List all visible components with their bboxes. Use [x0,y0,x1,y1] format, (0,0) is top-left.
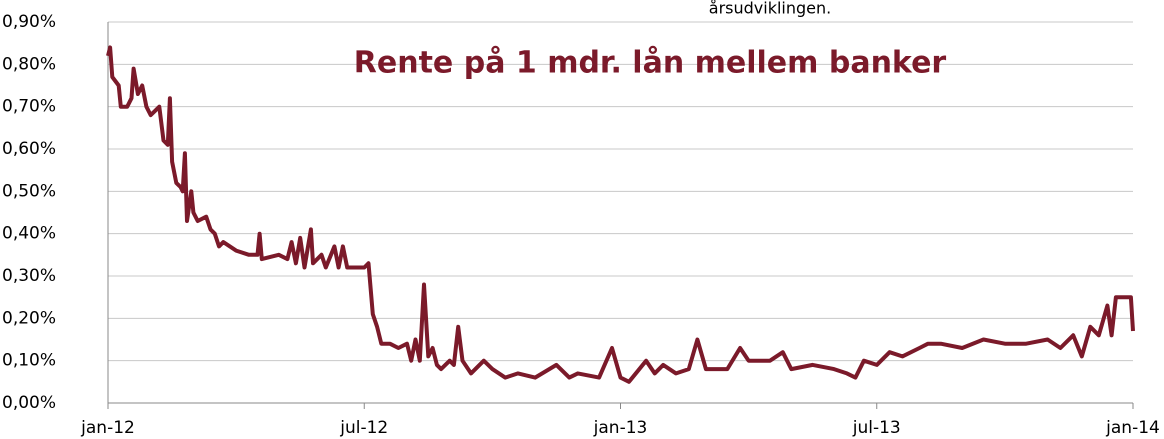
x-tick-label: jul-12 [339,418,388,438]
y-tick-label: 0,90% [2,12,56,32]
y-tick-label: 0,50% [2,181,56,201]
y-tick-label: 0,60% [2,139,56,159]
y-tick-label: 0,80% [2,54,56,74]
annotation: årsudviklingen. [709,0,831,18]
x-tick-label: jan-14 [1105,418,1160,438]
y-tick-label: 0,30% [2,266,56,286]
y-tick-label: 0,00% [2,393,56,413]
x-tick-label: jan-12 [80,418,135,438]
line-series [106,45,1135,384]
y-tick-label: 0,10% [2,351,56,371]
chart-title: Rente på 1 mdr. lån mellem banker [354,45,947,81]
y-tick-label: 0,70% [2,97,56,117]
y-tick-label: 0,40% [2,224,56,244]
x-tick-label: jan-13 [593,418,648,438]
x-tick-label: jul-13 [852,418,901,438]
y-tick-label: 0,20% [2,308,56,328]
